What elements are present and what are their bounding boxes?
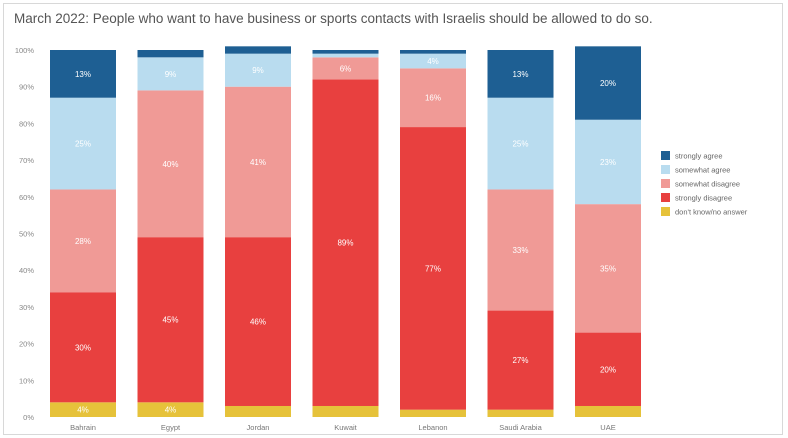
bar-segment [225, 405, 291, 417]
legend-label: strongly disagree [675, 194, 732, 203]
data-label: 35% [600, 264, 616, 273]
data-label: 28% [75, 237, 91, 246]
y-axis: 0% 10% 20% 30% 40% 50% 60% 70% 80% 90% 100% [15, 46, 35, 422]
legend-swatch [661, 179, 670, 188]
bar-segment [487, 50, 554, 98]
y-tick-label: 20% [19, 340, 34, 349]
data-label: 13% [75, 70, 91, 79]
bar-segment [225, 237, 291, 406]
data-label: 16% [425, 94, 441, 103]
bar-segment [50, 292, 116, 403]
data-label: 40% [162, 160, 178, 169]
bar-segment [50, 50, 116, 98]
legend-swatch [661, 207, 670, 216]
data-label: 6% [340, 64, 352, 73]
data-label: 45% [162, 316, 178, 325]
data-label: 20% [600, 365, 616, 374]
y-tick-label: 30% [19, 303, 34, 312]
bar-segment [312, 50, 379, 54]
x-category-label: Kuwait [334, 423, 357, 432]
y-tick-label: 0% [23, 413, 34, 422]
data-label: 9% [252, 66, 264, 75]
bar-segment [575, 204, 641, 333]
legend-swatch [661, 165, 670, 174]
bar-segment [487, 310, 554, 410]
bar-segment [312, 53, 379, 58]
bar-segment [400, 409, 466, 417]
bar-segment [137, 402, 204, 417]
y-tick-label: 70% [19, 156, 34, 165]
bar-segment [400, 68, 466, 128]
data-label: 4% [165, 406, 177, 415]
data-label: 27% [512, 356, 528, 365]
data-label: 13% [512, 70, 528, 79]
bar-segment [312, 405, 379, 417]
bars: 4% 30% 28% 25% 13% 4% 45% 40% 9% 46% 41% 9% 89% 6% 77%… [50, 46, 641, 417]
y-tick-label: 40% [19, 266, 34, 275]
bar-segment [487, 97, 554, 190]
x-category-label: Egypt [161, 423, 181, 432]
data-label: 4% [77, 406, 89, 415]
y-tick-label: 100% [15, 46, 35, 55]
legend-swatch [661, 151, 670, 160]
bar-segment [400, 53, 466, 69]
data-label: 41% [250, 158, 266, 167]
bar-segment [575, 405, 641, 417]
x-category-label: Saudi Arabia [499, 423, 542, 432]
bar-segment [50, 402, 116, 417]
legend: strongly agree somewhat agree somewhat dis… [661, 151, 748, 217]
data-label: 89% [337, 239, 353, 248]
y-tick-label: 60% [19, 193, 34, 202]
bar-segment [575, 46, 641, 120]
data-label: 23% [600, 158, 616, 167]
bar-segment [225, 46, 291, 54]
legend-label: somewhat disagree [675, 180, 740, 189]
bar-segment [575, 119, 641, 205]
data-label: 77% [425, 264, 441, 273]
bar-segment [487, 189, 554, 311]
bar-segment [487, 409, 554, 417]
chart-frame: March 2022: People who want to have busi… [3, 3, 783, 435]
y-tick-label: 10% [19, 376, 34, 385]
data-label: 20% [600, 79, 616, 88]
bar-segment [137, 90, 204, 238]
data-label: 4% [427, 57, 439, 66]
bar-segment [137, 57, 204, 91]
x-category-label: Jordan [247, 423, 270, 432]
data-label: 9% [165, 70, 177, 79]
bar-segment [400, 127, 466, 410]
bar-segment [575, 332, 641, 406]
x-category-label: Bahrain [70, 423, 96, 432]
data-label: 33% [512, 246, 528, 255]
bar-segment [50, 189, 116, 293]
bar-segment [50, 97, 116, 190]
legend-swatch [661, 193, 670, 202]
legend-label: strongly agree [675, 152, 723, 161]
bar-segment [312, 79, 379, 406]
bar-segment [400, 50, 466, 54]
x-category-label: Lebanon [418, 423, 447, 432]
bar-segment [137, 237, 204, 403]
x-axis-categories: Bahrain Egypt Jordan Kuwait Lebanon Saudi Ara… [70, 423, 616, 432]
bar-segment [225, 86, 291, 238]
data-label: 25% [512, 140, 528, 149]
data-label: 25% [75, 140, 91, 149]
chart-title: March 2022: People who want to have busi… [14, 11, 653, 26]
legend-label: don't know/no answer [675, 208, 748, 217]
bar-segment [312, 57, 379, 80]
y-tick-label: 90% [19, 83, 34, 92]
data-label: 46% [250, 318, 266, 327]
legend-label: somewhat agree [675, 166, 730, 175]
data-label: 30% [75, 343, 91, 352]
x-category-label: UAE [600, 423, 615, 432]
bar-segment [225, 53, 291, 87]
y-tick-label: 50% [19, 230, 34, 239]
y-tick-label: 80% [19, 119, 34, 128]
bar-segment [137, 50, 204, 58]
